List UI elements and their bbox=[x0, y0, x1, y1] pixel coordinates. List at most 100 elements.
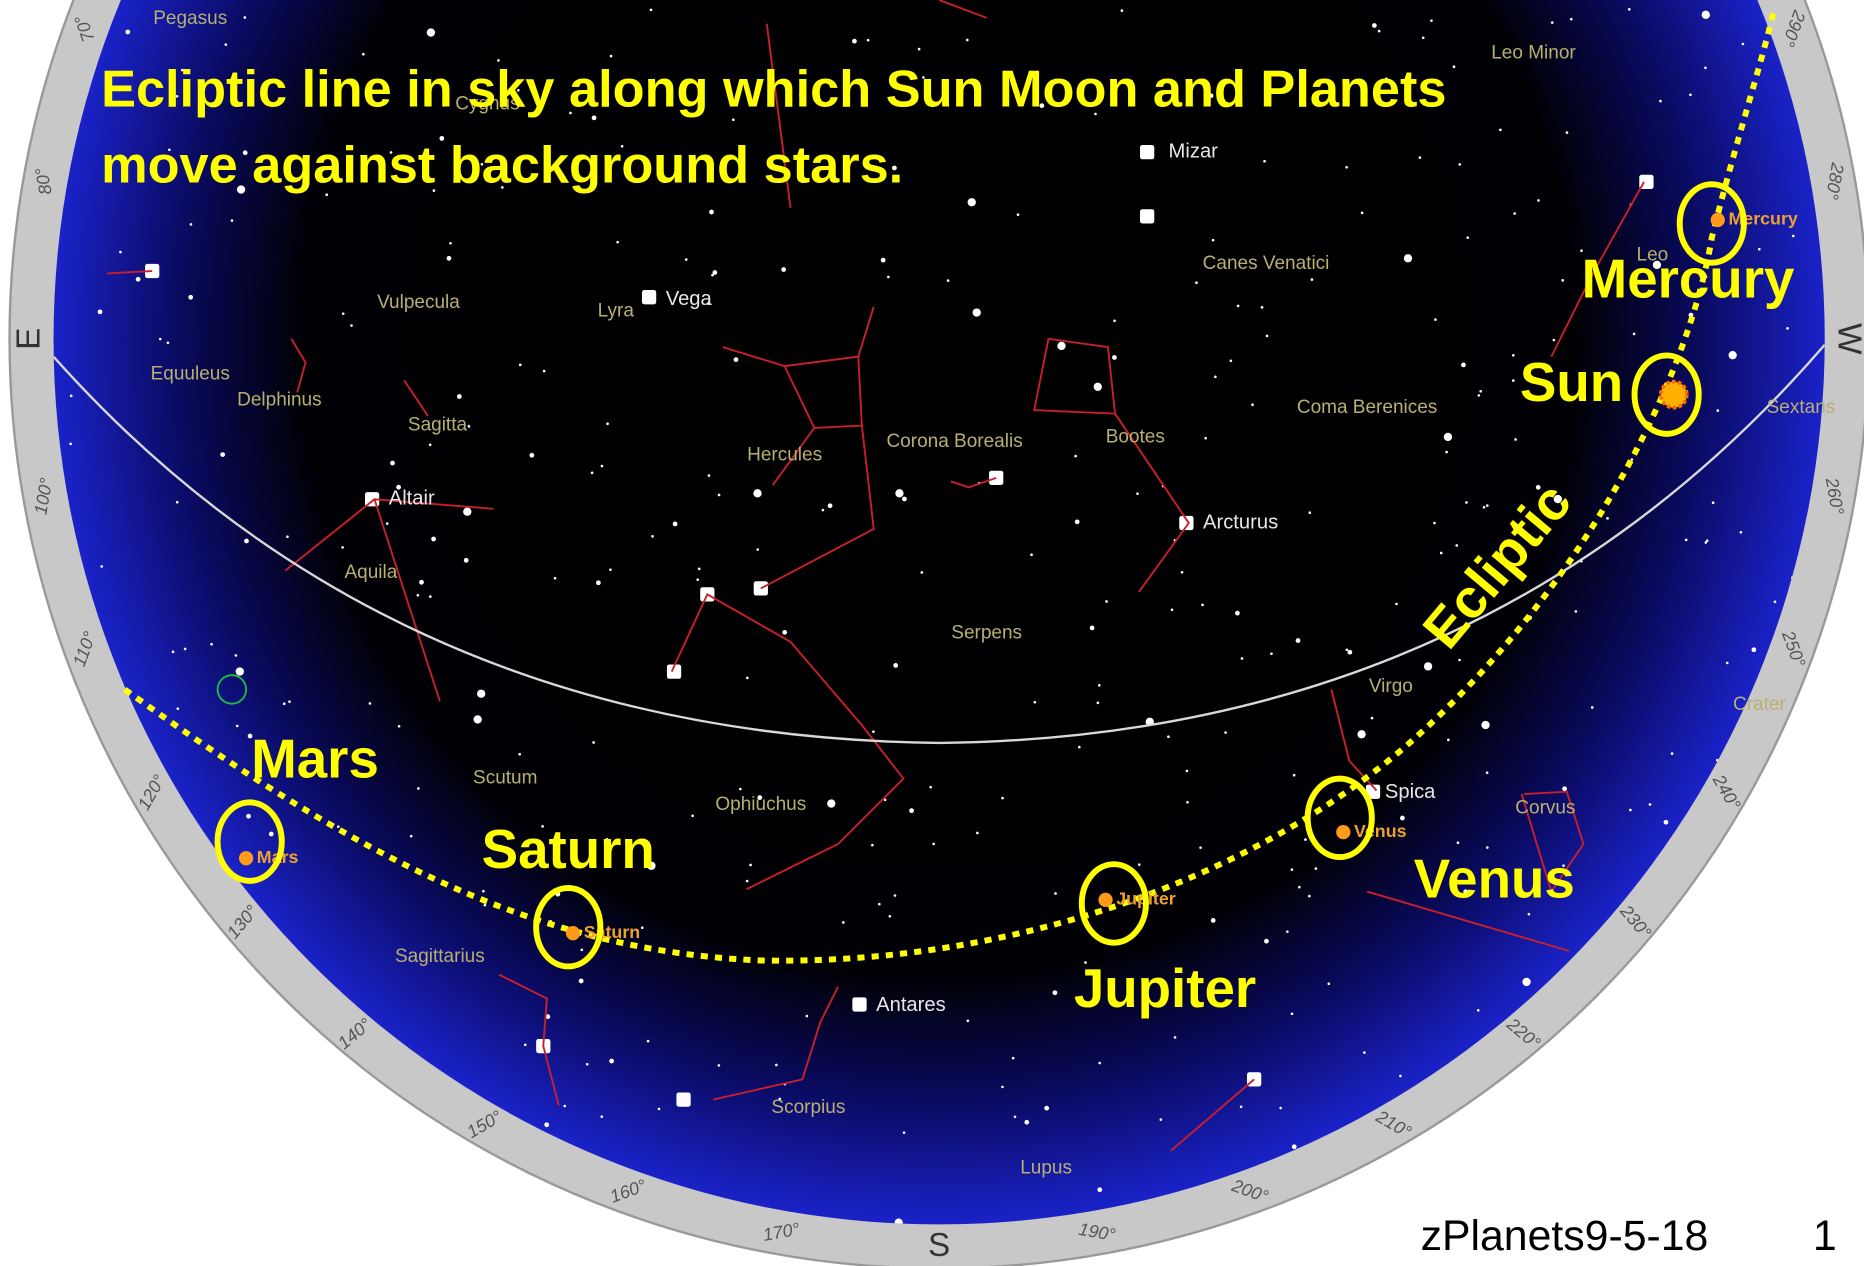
bright-star bbox=[1140, 145, 1154, 159]
star-dot bbox=[1113, 319, 1116, 322]
constellation-label: Crater bbox=[1733, 694, 1786, 715]
star-dot bbox=[342, 312, 345, 315]
star-dot bbox=[1308, 511, 1311, 514]
star-dot bbox=[708, 474, 711, 477]
star-dot bbox=[1240, 1105, 1243, 1108]
star-dot bbox=[1465, 501, 1468, 504]
star-dot bbox=[447, 256, 452, 261]
star-dot bbox=[968, 198, 976, 206]
star-dot bbox=[1167, 735, 1170, 738]
planet-dot bbox=[1336, 825, 1350, 839]
star-dot bbox=[429, 595, 432, 598]
star-dot bbox=[136, 277, 141, 282]
star-dot bbox=[244, 16, 247, 19]
star-dot bbox=[1702, 11, 1710, 19]
star-dot bbox=[1633, 333, 1636, 336]
star-dot bbox=[125, 30, 130, 35]
star-dot bbox=[1712, 501, 1715, 504]
star-dot bbox=[1212, 239, 1215, 242]
star-dot bbox=[236, 667, 244, 675]
constellation-label: Sagitta bbox=[408, 415, 468, 436]
star-dot bbox=[1204, 437, 1207, 440]
sun-symbol bbox=[1661, 382, 1687, 408]
star-dot bbox=[1327, 982, 1330, 985]
star-dot bbox=[100, 565, 103, 568]
star-dot bbox=[651, 535, 654, 538]
star-dot bbox=[1237, 305, 1240, 308]
star-dot bbox=[1121, 9, 1124, 12]
star-dot bbox=[1430, 19, 1433, 22]
star-dot bbox=[1419, 156, 1422, 159]
star-dot bbox=[1788, 1185, 1791, 1188]
star-dot bbox=[887, 276, 890, 279]
star-dot bbox=[1455, 544, 1458, 547]
star-dot bbox=[1372, 23, 1377, 28]
star-dot bbox=[698, 568, 701, 571]
star-dot bbox=[947, 279, 950, 282]
star-dot bbox=[1566, 131, 1569, 134]
star-dot bbox=[1186, 801, 1189, 804]
star-dot bbox=[1270, 652, 1273, 655]
star-dot bbox=[1174, 1036, 1177, 1039]
title-line: move against background stars. bbox=[101, 137, 903, 195]
constellation-label: Aquila bbox=[345, 562, 398, 583]
footer-file: zPlanets9-5-18 bbox=[1421, 1212, 1709, 1260]
constellation-label: Hercules bbox=[747, 444, 822, 465]
planet-label: Venus bbox=[1414, 848, 1575, 910]
star-dot bbox=[586, 1063, 589, 1066]
star-dot bbox=[518, 753, 521, 756]
planet-dot bbox=[239, 851, 253, 865]
constellation-label: Corona Borealis bbox=[886, 431, 1022, 452]
star-dot bbox=[269, 832, 274, 837]
star-dot bbox=[1629, 809, 1632, 812]
constellation-label: Sextans bbox=[1767, 397, 1836, 418]
star-dot bbox=[1097, 1187, 1102, 1192]
star-dot bbox=[336, 1089, 341, 1094]
star-dot bbox=[1659, 100, 1662, 103]
star-dot bbox=[223, 984, 228, 989]
star-dot bbox=[554, 577, 557, 580]
star-dot bbox=[1054, 892, 1057, 895]
star-dot bbox=[1774, 600, 1777, 603]
star-dot bbox=[782, 630, 787, 635]
star-dot bbox=[1606, 517, 1609, 520]
star-dot bbox=[24, 14, 27, 17]
star-dot bbox=[1727, 994, 1730, 997]
star-dot bbox=[1671, 752, 1674, 755]
star-dot bbox=[1427, 1181, 1432, 1186]
star-dot bbox=[1363, 1051, 1366, 1054]
star-dot bbox=[1513, 212, 1516, 215]
star-dot bbox=[580, 949, 583, 952]
planet-dot bbox=[566, 926, 580, 940]
star-dot bbox=[28, 643, 31, 646]
star-dot bbox=[1499, 129, 1502, 132]
star-dot bbox=[867, 39, 870, 42]
star-dot bbox=[1729, 351, 1737, 359]
star-dot bbox=[902, 497, 907, 502]
star-dot bbox=[1512, 379, 1515, 382]
constellation-label: Corvus bbox=[1515, 797, 1575, 818]
star-dot bbox=[734, 357, 739, 362]
constellation-label: Coma Berenices bbox=[1297, 397, 1437, 418]
star-dot bbox=[756, 548, 759, 551]
star-dot bbox=[473, 715, 481, 723]
star-dot bbox=[1537, 199, 1540, 202]
star-dot bbox=[1570, 18, 1573, 21]
star-dot bbox=[429, 443, 432, 446]
star-dot bbox=[563, 1105, 566, 1108]
star-dot bbox=[609, 1059, 614, 1064]
star-dot bbox=[1395, 603, 1398, 606]
star-dot bbox=[529, 453, 534, 458]
star-dot bbox=[236, 725, 239, 728]
star-dot bbox=[967, 1019, 970, 1022]
star-dot bbox=[1017, 213, 1020, 216]
planet-label: Mercury bbox=[1582, 247, 1795, 309]
star-dot bbox=[57, 730, 62, 735]
star-dot bbox=[1400, 816, 1405, 821]
star-dot bbox=[842, 921, 845, 924]
star-dot bbox=[1740, 531, 1743, 534]
star-dot bbox=[1751, 647, 1756, 652]
star-dot bbox=[889, 915, 892, 918]
star-dot bbox=[1001, 1086, 1004, 1089]
star-dot bbox=[1575, 610, 1578, 613]
